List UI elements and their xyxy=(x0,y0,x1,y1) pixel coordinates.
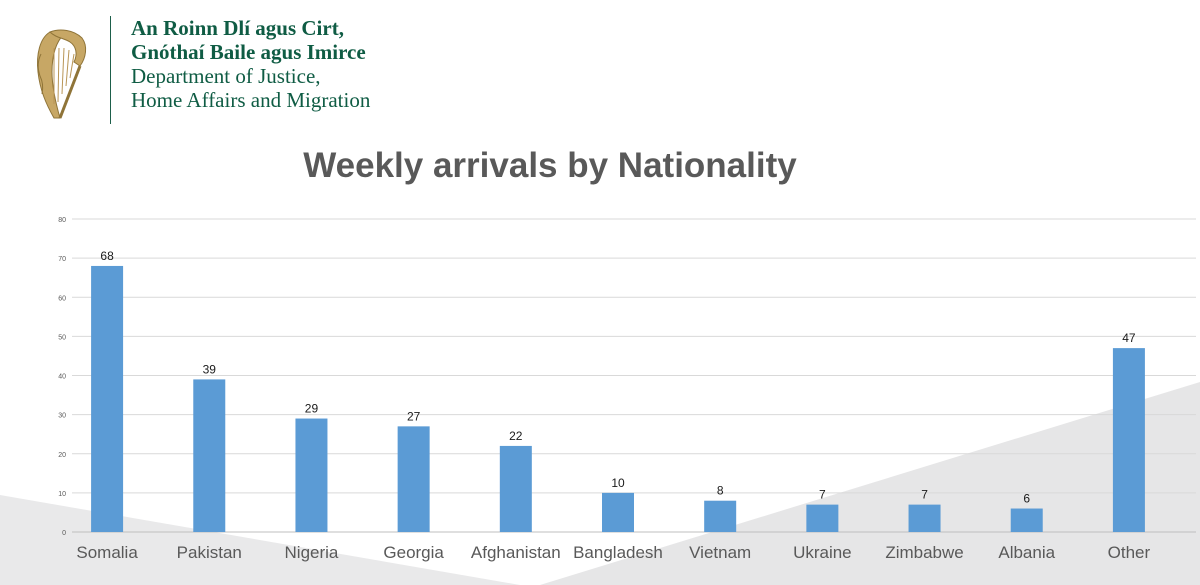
bar xyxy=(602,492,634,532)
header-divider xyxy=(110,16,111,124)
x-tick-label: Zimbabwe xyxy=(885,543,963,562)
x-tick-label: Afghanistan xyxy=(471,543,561,562)
x-tick-label: Georgia xyxy=(383,543,444,562)
bar xyxy=(499,445,532,532)
y-tick-label: 60 xyxy=(58,295,66,302)
x-tick-label: Ukraine xyxy=(793,543,852,562)
bar xyxy=(806,504,839,532)
dept-irish-line1: An Roinn Dlí agus Cirt, xyxy=(131,16,344,40)
y-tick-label: 50 xyxy=(58,334,66,341)
y-tick-label: 80 xyxy=(58,217,66,224)
y-tick-label: 10 xyxy=(58,491,66,498)
y-tick-label: 30 xyxy=(58,413,66,420)
y-tick-label: 20 xyxy=(58,452,66,459)
dept-english-line2: Home Affairs and Migration xyxy=(131,88,371,112)
x-tick-label: Vietnam xyxy=(689,543,751,562)
x-tick-label: Pakistan xyxy=(177,543,242,562)
bar xyxy=(193,379,226,532)
data-label: 7 xyxy=(921,488,928,502)
data-label: 47 xyxy=(1122,331,1136,345)
bar xyxy=(704,500,737,532)
data-label: 22 xyxy=(509,429,523,443)
y-tick-label: 40 xyxy=(58,374,66,381)
x-tick-label: Bangladesh xyxy=(573,543,663,562)
bar xyxy=(908,504,941,532)
data-label: 68 xyxy=(100,249,114,263)
x-tick-label: Somalia xyxy=(76,543,138,562)
data-label: 29 xyxy=(305,402,319,416)
bar xyxy=(295,418,328,532)
department-name: An Roinn Dlí agus Cirt, Gnóthaí Baile ag… xyxy=(131,16,451,112)
y-tick-label: 70 xyxy=(58,256,66,263)
bar xyxy=(1010,508,1043,532)
dept-irish-line2: Gnóthaí Baile agus Imirce xyxy=(131,40,366,64)
x-tick-label: Albania xyxy=(998,543,1055,562)
bar xyxy=(397,426,430,532)
data-label: 8 xyxy=(717,484,724,498)
data-label: 7 xyxy=(819,488,826,502)
dept-english-line1: Department of Justice, xyxy=(131,64,321,88)
y-tick-label: 0 xyxy=(62,530,66,537)
data-label: 39 xyxy=(203,362,217,376)
bar xyxy=(91,265,124,532)
data-label: 27 xyxy=(407,409,421,423)
bar xyxy=(1112,348,1145,532)
x-tick-label: Nigeria xyxy=(285,543,339,562)
x-tick-label: Other xyxy=(1108,543,1151,562)
chart-title: Weekly arrivals by Nationality xyxy=(303,146,797,185)
data-label: 6 xyxy=(1023,492,1030,506)
harp-icon xyxy=(37,29,87,119)
data-label: 10 xyxy=(611,476,625,490)
